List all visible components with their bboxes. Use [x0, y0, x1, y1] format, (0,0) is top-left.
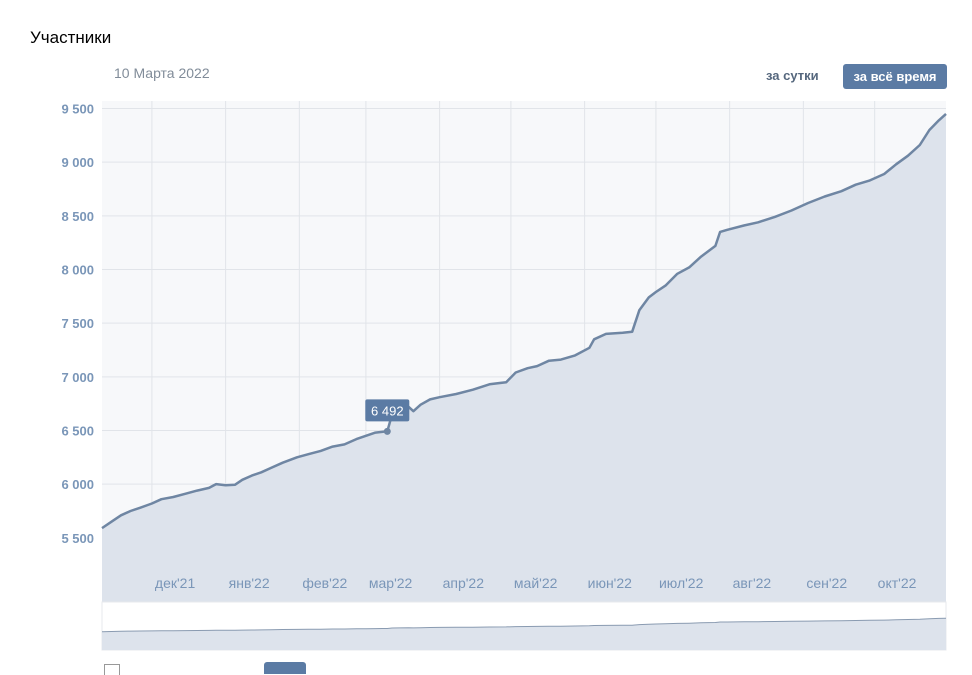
period-all-time-button[interactable]: за всё время [843, 64, 947, 89]
x-tick-label: июл'22 [659, 575, 704, 591]
x-tick-label: окт'22 [878, 575, 917, 591]
y-tick-label: 9 500 [61, 102, 94, 117]
tooltip-value: 6 492 [371, 403, 404, 418]
members-area [102, 113, 946, 603]
y-tick-label: 7 500 [61, 316, 94, 331]
hover-date-label: 10 Марта 2022 [114, 65, 210, 81]
x-tick-label: дек'21 [155, 575, 196, 591]
page-title: Участники [30, 28, 112, 47]
tooltip: 6 492 [365, 399, 410, 435]
navigator-line [101, 617, 947, 633]
x-tick-label: мар'22 [369, 575, 413, 591]
period-day-button[interactable]: за сутки [766, 68, 819, 83]
y-axis-labels: 5 500 6 000 6 500 7 000 7 500 8 000 8 500 9 000… [61, 102, 94, 546]
x-tick-label: янв'22 [229, 575, 270, 591]
navigator-area [102, 618, 946, 650]
y-tick-label: 8 500 [61, 209, 94, 224]
x-tick-label: авг'22 [733, 575, 772, 591]
y-tick-label: 8 000 [61, 262, 94, 277]
x-tick-label: сен'22 [806, 575, 847, 591]
x-tick-label: май'22 [514, 575, 558, 591]
tooltip-box [365, 399, 410, 422]
y-tick-label: 7 000 [61, 370, 94, 385]
series-checkbox[interactable] [104, 664, 120, 675]
x-axis-labels: дек'21 янв'22 фев'22 мар'22 апр'22 май'22 июн'… [155, 575, 917, 591]
legend-button[interactable] [264, 662, 306, 674]
y-tick-label: 5 500 [61, 531, 94, 546]
range-navigator[interactable] [101, 601, 947, 651]
y-tick-label: 6 000 [61, 477, 94, 492]
tooltip-point [383, 427, 391, 435]
x-tick-label: июн'22 [588, 575, 633, 591]
x-tick-label: фев'22 [302, 575, 347, 591]
members-line [101, 112, 947, 530]
y-tick-label: 9 000 [61, 155, 94, 170]
y-tick-label: 6 500 [61, 423, 94, 438]
x-tick-label: апр'22 [443, 575, 485, 591]
